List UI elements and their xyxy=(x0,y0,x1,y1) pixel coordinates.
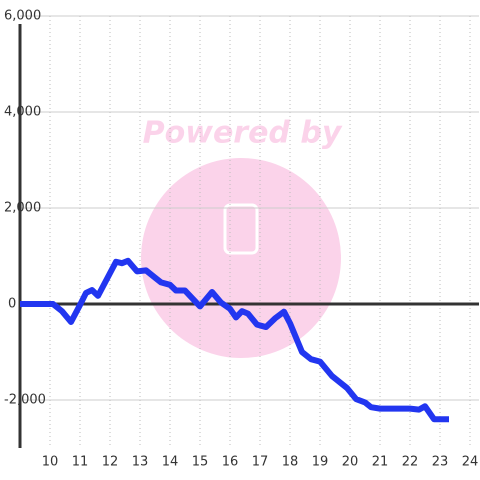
x-tick-label: 12 xyxy=(102,455,119,470)
data-line xyxy=(20,257,449,423)
x-tick-label: 10 xyxy=(42,455,59,470)
x-tick-label: 17 xyxy=(252,455,269,470)
x-tick-label: 11 xyxy=(72,455,89,470)
x-tick-label: 15 xyxy=(192,455,209,470)
x-tick-label: 20 xyxy=(342,455,359,470)
y-tick-label: -2,000 xyxy=(4,393,46,408)
x-tick-label: 19 xyxy=(312,455,329,470)
x-tick-label: 24 xyxy=(462,455,479,470)
x-tick-label: 18 xyxy=(282,455,299,470)
y-tick-label: 6,000 xyxy=(4,9,41,24)
x-tick-label: 14 xyxy=(162,455,179,470)
y-tick-label: 4,000 xyxy=(4,105,41,120)
watermark-logo xyxy=(141,158,341,358)
watermark-icon xyxy=(223,203,259,255)
x-tick-label: 22 xyxy=(402,455,419,470)
x-tick-label: 16 xyxy=(222,455,239,470)
watermark-text: Powered by xyxy=(143,116,343,151)
x-tick-label: 21 xyxy=(372,455,389,470)
y-tick-label: 0 xyxy=(8,297,16,312)
x-tick-label: 13 xyxy=(132,455,149,470)
y-tick-label: 2,000 xyxy=(4,201,41,216)
x-tick-label: 23 xyxy=(432,455,449,470)
